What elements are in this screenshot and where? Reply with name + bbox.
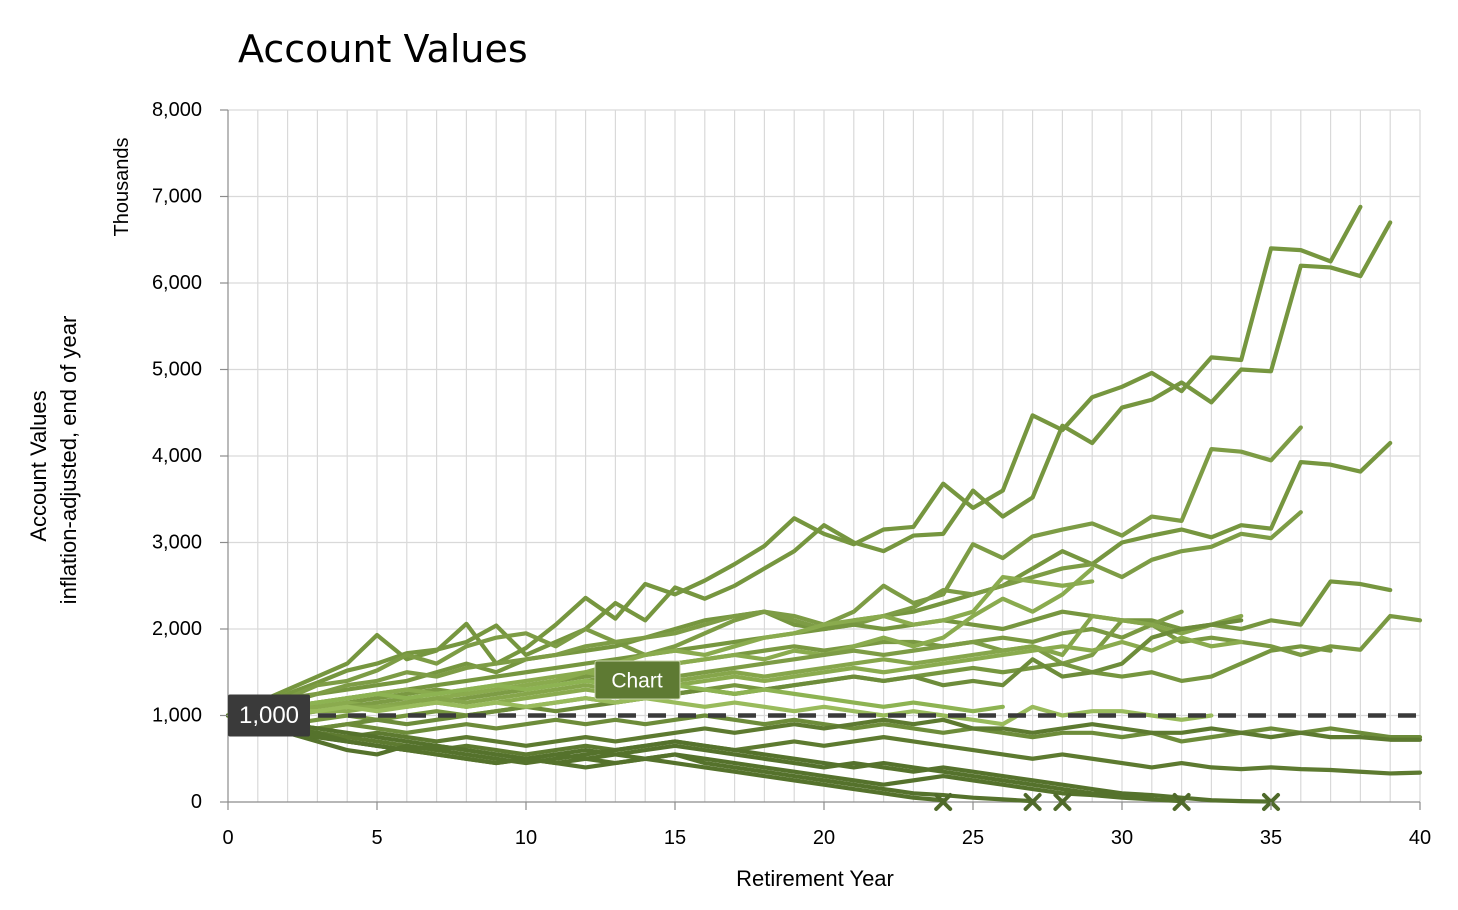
series-line-16 — [225, 696, 1214, 727]
y-tick-label: 1,000 — [152, 705, 202, 727]
x-tick-label: 0 — [222, 827, 233, 849]
y-axis-label-line2: inflation-adjusted, end of year — [56, 316, 81, 605]
x-tick-label: 15 — [664, 827, 686, 849]
chart-floating-tag[interactable]: Chart — [594, 660, 681, 700]
reference-line: 1,000 — [228, 694, 1420, 737]
y-tick-label: 0 — [191, 791, 202, 813]
x-tick-label: 25 — [962, 827, 984, 849]
series-line-2 — [225, 220, 1393, 718]
depletion-marker — [1023, 793, 1042, 811]
reference-line-label: 1,000 — [239, 702, 299, 729]
series-line-5 — [225, 510, 1303, 718]
depletion-marker — [934, 793, 953, 811]
depletion-marker — [1172, 793, 1191, 811]
x-tick-label: 20 — [813, 827, 835, 849]
series-line-20 — [225, 713, 1154, 800]
y-units-label: Thousands — [111, 138, 133, 237]
series-lines — [225, 204, 1423, 804]
series-line-18 — [225, 713, 1423, 748]
series-line-24 — [225, 713, 1184, 804]
series-line-17 — [225, 713, 1423, 744]
x-tick-label: 5 — [371, 827, 382, 849]
chart-tag-label[interactable]: Chart — [611, 670, 663, 693]
y-tick-label: 3,000 — [152, 532, 202, 554]
tick-labels: 0 1,000 2,000 3,000 4,000 5,000 6,000 7,000 8,00… — [152, 99, 1431, 849]
x-tick-label: 10 — [515, 827, 537, 849]
y-tick-label: 6,000 — [152, 272, 202, 294]
series-line-11 — [225, 613, 1244, 718]
x-tick-label: 30 — [1111, 827, 1133, 849]
chart-tag-box[interactable] — [594, 660, 681, 700]
depletion-marker — [1053, 793, 1072, 811]
reference-line-callout — [228, 694, 310, 737]
x-tick-label: 40 — [1409, 827, 1431, 849]
x-axis-label: Retirement Year — [736, 866, 894, 891]
y-tick-label: 8,000 — [152, 99, 202, 121]
y-tick-label: 5,000 — [152, 359, 202, 381]
y-tick-label: 2,000 — [152, 618, 202, 640]
series-line-23 — [225, 713, 1274, 804]
chart-title: Account Values — [238, 27, 528, 71]
x-tick-label: 35 — [1260, 827, 1282, 849]
y-axis-label-line1: Account Values — [26, 390, 51, 541]
y-tick-label: 4,000 — [152, 445, 202, 467]
y-tick-label: 7,000 — [152, 186, 202, 208]
